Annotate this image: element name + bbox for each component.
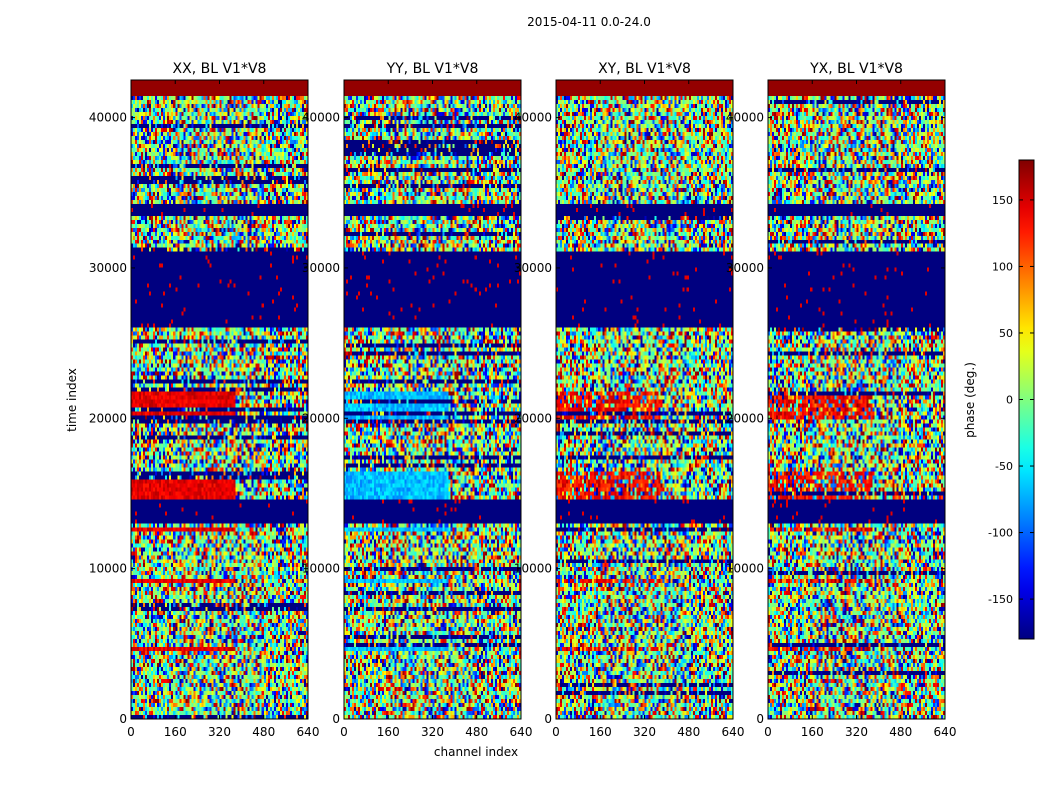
x-tick-label: 0 <box>552 725 560 739</box>
y-tick-label: 30000 <box>514 261 552 275</box>
colorbar-tick-label: -100 <box>988 527 1013 540</box>
y-tick-label: 20000 <box>89 411 127 425</box>
y-tick-label: 40000 <box>302 111 340 125</box>
panel-4: 0 160 320 480 640 0 10000 20000 30000 40000 <box>726 79 957 739</box>
y-tick-label: 20000 <box>514 411 552 425</box>
y-tick-label: 30000 <box>302 261 340 275</box>
x-tick-label: 480 <box>252 725 275 739</box>
y-tick-label: 20000 <box>302 411 340 425</box>
x-tick-label: 320 <box>633 725 656 739</box>
y-tick-label: 0 <box>332 712 340 726</box>
heatmap-image-2 <box>344 80 521 719</box>
panel-3: 0 160 320 480 640 0 10000 20000 30000 40000 <box>514 79 745 739</box>
panel-1: 0 160 320 480 640 0 10000 20000 30000 40000 <box>89 79 320 739</box>
y-tick-label: 20000 <box>726 411 764 425</box>
x-tick-label: 320 <box>845 725 868 739</box>
x-tick-label: 480 <box>465 725 488 739</box>
y-tick-label: 0 <box>119 712 127 726</box>
x-tick-label: 640 <box>934 725 957 739</box>
x-tick-label: 640 <box>722 725 745 739</box>
colorbar-tick-label: 100 <box>992 260 1013 273</box>
panel-2: 0 160 320 480 640 0 10000 20000 30000 40000 <box>302 79 533 739</box>
y-tick-label: 30000 <box>89 261 127 275</box>
x-tick-label: 0 <box>340 725 348 739</box>
y-tick-label: 40000 <box>514 111 552 125</box>
colorbar: 150 100 50 0 -50 -100 -150 phase (deg.) <box>963 159 1035 640</box>
colorbar-tick-label: 150 <box>992 194 1013 207</box>
colorbar-tick-label: 0 <box>1006 394 1013 407</box>
x-tick-label: 480 <box>889 725 912 739</box>
y-tick-label: 30000 <box>726 261 764 275</box>
panel-title: YY, BL V1*V8 <box>386 61 479 77</box>
panel-title: XY, BL V1*V8 <box>598 61 691 77</box>
heatmap-image-3 <box>556 80 733 719</box>
x-tick-label: 160 <box>377 725 400 739</box>
y-tick-label: 10000 <box>302 562 340 576</box>
x-tick-label: 160 <box>589 725 612 739</box>
x-tick-label: 640 <box>510 725 533 739</box>
x-axis-label: channel index <box>434 745 518 759</box>
y-tick-label: 10000 <box>514 562 552 576</box>
y-tick-label: 10000 <box>89 562 127 576</box>
x-tick-label: 160 <box>801 725 824 739</box>
x-tick-label: 0 <box>764 725 772 739</box>
x-tick-label: 480 <box>677 725 700 739</box>
y-tick-label: 40000 <box>726 111 764 125</box>
heatmap-image-4 <box>768 80 945 719</box>
y-tick-label: 0 <box>756 712 764 726</box>
colorbar-label: phase (deg.) <box>963 362 977 438</box>
colorbar-tick-label: -50 <box>995 460 1013 473</box>
x-tick-label: 320 <box>421 725 444 739</box>
y-axis-label: time index <box>65 368 79 432</box>
panel-title: XX, BL V1*V8 <box>173 61 267 77</box>
colorbar-tick-label: 50 <box>999 327 1013 340</box>
x-tick-label: 0 <box>127 725 135 739</box>
x-tick-label: 640 <box>297 725 320 739</box>
y-tick-label: 0 <box>544 712 552 726</box>
heatmap-image-1 <box>131 80 308 719</box>
figure-title: 2015-04-11 0.0-24.0 <box>527 15 651 29</box>
colorbar-tick-label: -150 <box>988 593 1013 606</box>
y-tick-label: 40000 <box>89 111 127 125</box>
x-tick-label: 320 <box>208 725 231 739</box>
panel-title: YX, BL V1*V8 <box>809 61 903 77</box>
y-tick-label: 10000 <box>726 562 764 576</box>
x-tick-label: 160 <box>164 725 187 739</box>
